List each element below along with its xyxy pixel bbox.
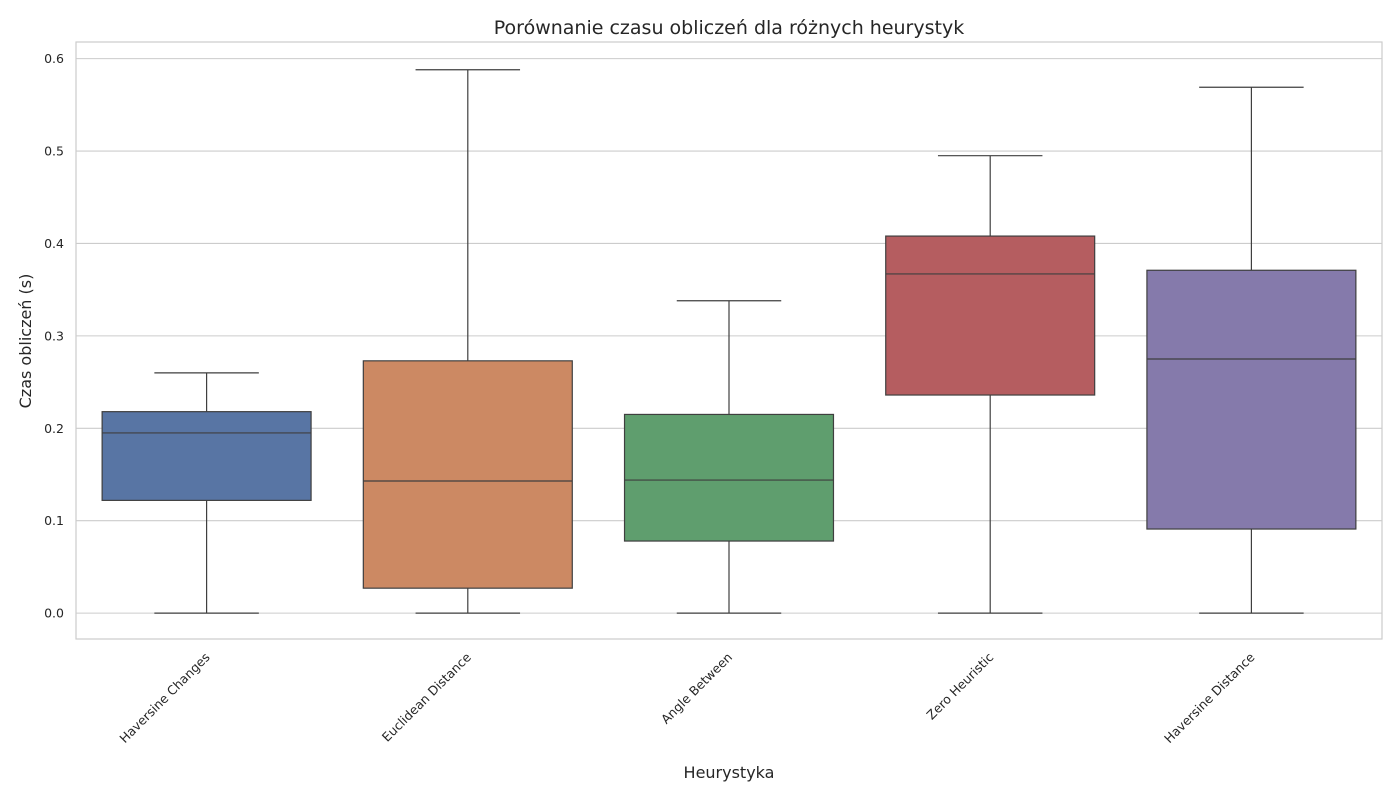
- y-axis-label: Czas obliczeń (s): [16, 274, 35, 409]
- box-group: [362, 69, 573, 614]
- box-iqr: [362, 360, 573, 589]
- box-group: [885, 155, 1096, 614]
- box-iqr: [885, 235, 1096, 396]
- box-group: [623, 300, 835, 614]
- y-tick-label: 0.4: [44, 236, 64, 251]
- y-tick-label: 0.6: [44, 51, 64, 66]
- y-tick-label: 0.0: [44, 606, 64, 621]
- box-iqr: [101, 411, 312, 501]
- y-tick-label: 0.3: [44, 328, 64, 343]
- y-axis: 0.0 0.1 0.2 0.3 0.4 0.5 0.6: [44, 51, 64, 620]
- y-tick-label: 0.2: [44, 421, 64, 436]
- boxes: [101, 69, 1357, 614]
- y-tick-label: 0.5: [44, 144, 64, 159]
- box-iqr: [623, 413, 835, 542]
- box-group: [101, 372, 312, 614]
- box-iqr: [1146, 269, 1357, 530]
- x-axis-label: Heurystyka: [684, 763, 775, 782]
- box-group: [1146, 86, 1357, 614]
- chart-title: Porównanie czasu obliczeń dla różnych he…: [494, 17, 964, 39]
- y-tick-label: 0.1: [44, 513, 64, 528]
- plot-frame: [75, 41, 1383, 640]
